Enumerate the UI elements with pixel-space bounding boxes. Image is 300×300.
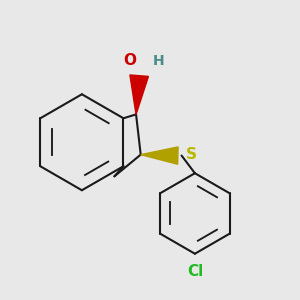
Text: O: O: [123, 53, 136, 68]
Text: S: S: [186, 146, 196, 161]
Polygon shape: [130, 75, 148, 114]
Polygon shape: [141, 147, 178, 164]
Text: Cl: Cl: [187, 264, 203, 279]
Text: H: H: [153, 54, 165, 68]
